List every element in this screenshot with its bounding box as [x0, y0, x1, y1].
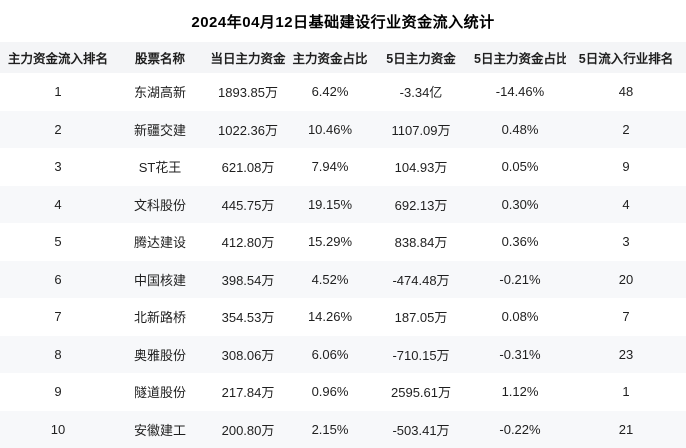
- five-day-capital-ratio-cell: 0.36%: [501, 234, 539, 250]
- stock-name-cell: 隧道股份: [133, 385, 186, 401]
- day-main-capital-cell: 200.80万: [221, 422, 275, 438]
- five-day-main-capital-cell: -710.15万: [392, 347, 450, 363]
- main-capital-ratio-cell: 19.15%: [307, 196, 353, 212]
- stock-name-cell: 文科股份: [133, 197, 186, 213]
- five-day-industry-rank-cell: 21: [618, 421, 634, 437]
- five-day-main-capital-cell: 2595.61万: [391, 385, 451, 401]
- day-main-capital-cell: 398.54万: [221, 272, 275, 288]
- table-row: 5 腾达建设 412.80万 15.29% 838.84万 0.36% 3: [0, 223, 686, 261]
- table-row: 6 中国核建 398.54万 4.52% -474.48万 -0.21% 20: [0, 260, 686, 298]
- stock-table-body: 1 东湖高新 1893.85万 6.42% -3.34亿 -14.46% 48 2 新疆交建 10…: [0, 73, 686, 448]
- day-main-capital-cell: 621.08万: [221, 160, 275, 176]
- five-day-capital-ratio-cell: -0.21%: [499, 271, 541, 287]
- day-main-capital-cell: 1893.85万: [218, 85, 278, 101]
- capital-flow-table: 主力资金流入排名 股票名称 当日主力资金 主力资金占比 5日主力资金 5日主力资…: [0, 42, 686, 448]
- table-row: 9 隧道股份 217.84万 0.96% 2595.61万 1.12% 1: [0, 373, 686, 411]
- col-header-5day-capital-ratio: 5日主力资金占比: [474, 42, 566, 73]
- rank-cell: 7: [54, 309, 62, 325]
- five-day-industry-rank-cell: 7: [622, 309, 630, 325]
- table-row: 4 文科股份 445.75万 19.15% 692.13万 0.30% 4: [0, 185, 686, 223]
- five-day-main-capital-cell: 187.05万: [394, 310, 448, 326]
- stock-name-cell: 腾达建设: [133, 235, 186, 251]
- day-main-capital-cell: 217.84万: [221, 385, 275, 401]
- col-header-5day-industry-rank: 5日流入行业排名: [566, 42, 686, 73]
- rank-cell: 2: [54, 121, 62, 137]
- stock-name-cell: 奥雅股份: [133, 347, 186, 363]
- stock-name-cell: 中国核建: [133, 272, 186, 288]
- table-row: 1 东湖高新 1893.85万 6.42% -3.34亿 -14.46% 48: [0, 73, 686, 111]
- table-row: 8 奥雅股份 308.06万 6.06% -710.15万 -0.31% 23: [0, 335, 686, 373]
- day-main-capital-cell: 412.80万: [221, 235, 275, 251]
- five-day-capital-ratio-cell: 1.12%: [501, 384, 539, 400]
- table-row: 7 北新路桥 354.53万 14.26% 187.05万 0.08% 7: [0, 298, 686, 336]
- day-main-capital-cell: 308.06万: [221, 347, 275, 363]
- main-capital-ratio-cell: 0.96%: [311, 384, 349, 400]
- five-day-capital-ratio-cell: -0.31%: [499, 346, 541, 362]
- col-header-main-inflow-rank: 主力资金流入排名: [0, 42, 116, 73]
- five-day-industry-rank-cell: 2: [622, 121, 630, 137]
- five-day-capital-ratio-cell: -0.22%: [499, 421, 541, 437]
- day-main-capital-cell: 445.75万: [221, 197, 275, 213]
- rank-cell: 5: [54, 234, 62, 250]
- main-capital-ratio-cell: 2.15%: [311, 421, 349, 437]
- col-header-5day-main-capital: 5日主力资金: [368, 42, 474, 73]
- table-row: 2 新疆交建 1022.36万 10.46% 1107.09万 0.48% 2: [0, 110, 686, 148]
- five-day-industry-rank-cell: 20: [618, 271, 634, 287]
- col-header-main-capital-ratio: 主力资金占比: [292, 42, 368, 73]
- stock-name-cell: 安徽建工: [133, 422, 186, 438]
- stock-name-cell: 北新路桥: [133, 310, 186, 326]
- five-day-industry-rank-cell: 3: [622, 234, 630, 250]
- five-day-industry-rank-cell: 4: [622, 196, 630, 212]
- rank-cell: 9: [54, 384, 62, 400]
- five-day-industry-rank-cell: 1: [622, 384, 630, 400]
- table-header: 主力资金流入排名 股票名称 当日主力资金 主力资金占比 5日主力资金 5日主力资…: [0, 42, 686, 73]
- stock-name-cell: 新疆交建: [133, 122, 186, 138]
- five-day-industry-rank-cell: 23: [618, 346, 634, 362]
- main-capital-ratio-cell: 14.26%: [307, 309, 353, 325]
- table-row: 3 ST花王 621.08万 7.94% 104.93万 0.05% 9: [0, 148, 686, 186]
- five-day-main-capital-cell: 692.13万: [394, 197, 448, 213]
- five-day-capital-ratio-cell: 0.05%: [501, 159, 539, 175]
- main-capital-ratio-cell: 15.29%: [307, 234, 353, 250]
- rank-cell: 6: [54, 271, 62, 287]
- rank-cell: 10: [50, 421, 66, 437]
- five-day-main-capital-cell: 104.93万: [394, 160, 448, 176]
- five-day-capital-ratio-cell: 0.48%: [501, 121, 539, 137]
- page-title: 2024年04月12日基础建设行业资金流入统计: [191, 13, 495, 31]
- five-day-capital-ratio-cell: 0.30%: [501, 196, 539, 212]
- stock-name-cell: ST花王: [138, 160, 182, 176]
- five-day-main-capital-cell: 838.84万: [394, 235, 448, 251]
- main-capital-ratio-cell: 7.94%: [311, 159, 349, 175]
- table-row: 10 安徽建工 200.80万 2.15% -503.41万 -0.22% 21: [0, 410, 686, 448]
- header-row: 主力资金流入排名 股票名称 当日主力资金 主力资金占比 5日主力资金 5日主力资…: [0, 42, 686, 73]
- five-day-industry-rank-cell: 9: [622, 159, 630, 175]
- day-main-capital-cell: 1022.36万: [218, 122, 278, 138]
- col-header-stock-name: 股票名称: [116, 42, 204, 73]
- rank-cell: 8: [54, 346, 62, 362]
- five-day-capital-ratio-cell: -14.46%: [495, 84, 545, 100]
- five-day-industry-rank-cell: 48: [618, 84, 634, 100]
- rank-cell: 3: [54, 159, 62, 175]
- stock-name-cell: 东湖高新: [133, 85, 186, 101]
- main-capital-ratio-cell: 4.52%: [311, 271, 349, 287]
- main-capital-ratio-cell: 6.06%: [311, 346, 349, 362]
- five-day-main-capital-cell: -503.41万: [392, 422, 450, 438]
- five-day-capital-ratio-cell: 0.08%: [501, 309, 539, 325]
- day-main-capital-cell: 354.53万: [221, 310, 275, 326]
- col-header-day-main-capital: 当日主力资金: [204, 42, 292, 73]
- main-capital-ratio-cell: 10.46%: [307, 121, 353, 137]
- rank-cell: 4: [54, 196, 62, 212]
- rank-cell: 1: [54, 84, 62, 100]
- five-day-main-capital-cell: -474.48万: [392, 272, 450, 288]
- five-day-main-capital-cell: 1107.09万: [391, 122, 451, 138]
- five-day-main-capital-cell: -3.34亿: [399, 85, 443, 101]
- main-capital-ratio-cell: 6.42%: [311, 84, 349, 100]
